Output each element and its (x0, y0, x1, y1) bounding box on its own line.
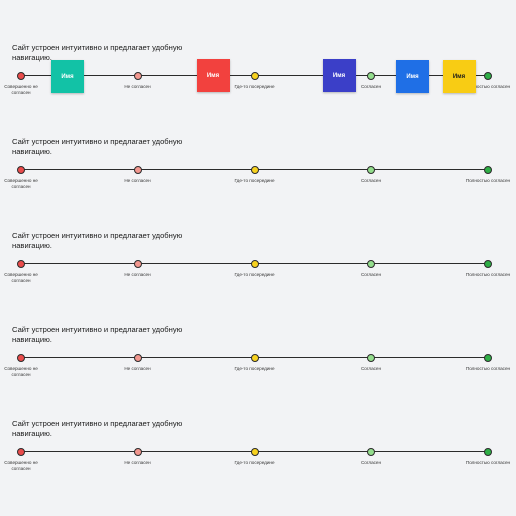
scale-point-4[interactable] (367, 71, 375, 80)
scale-point-label: Согласен (360, 178, 382, 183)
scale-point-label: Полностью согласен (465, 366, 511, 371)
scale-point-2[interactable] (133, 353, 142, 362)
scale-point-3[interactable] (250, 447, 259, 456)
scale-point-1[interactable] (17, 353, 25, 362)
scale-point-1[interactable] (17, 447, 25, 456)
scale-point-2[interactable] (133, 447, 142, 456)
scale-point-label: Где-то посередине (234, 460, 275, 465)
scale-point-label: Полностью согласен (465, 272, 511, 277)
scale-point-4[interactable] (367, 353, 375, 362)
scale-point-1[interactable] (17, 71, 25, 80)
scale-point-label: Полностью согласен (465, 178, 511, 183)
question-text: Сайт устроен интуитивно и предлагает удо… (12, 419, 183, 438)
scale-point-3[interactable] (250, 165, 259, 174)
likert-question-4: Сайт устроен интуитивно и предлагает удо… (0, 325, 516, 419)
scale-point-label: Совершенно не согласен (4, 272, 38, 283)
scale-point-3[interactable] (250, 71, 259, 80)
question-text: Сайт устроен интуитивно и предлагает удо… (12, 43, 183, 62)
scale-point-label: Совершенно не согласен (4, 460, 38, 471)
scale-point-label: Не согласен (124, 272, 151, 277)
scale-point-5[interactable] (484, 353, 492, 362)
scale-point-4[interactable] (367, 259, 375, 268)
sticky-note-name[interactable]: Имя (51, 60, 84, 93)
scale-point-label: Где-то посередине (234, 366, 275, 371)
scale-point-4[interactable] (367, 165, 375, 174)
scale-point-label: Не согласен (124, 178, 151, 183)
scale-point-5[interactable] (484, 259, 492, 268)
scale-point-2[interactable] (133, 165, 142, 174)
likert-question-2: Сайт устроен интуитивно и предлагает удо… (0, 137, 516, 231)
scale-point-label: Где-то посередине (234, 178, 275, 183)
sticky-note-name[interactable]: Имя (196, 59, 230, 92)
scale-point-label: Согласен (360, 272, 382, 277)
scale-point-3[interactable] (250, 353, 259, 362)
likert-question-5: Сайт устроен интуитивно и предлагает удо… (0, 419, 516, 513)
scale-point-label: Не согласен (124, 84, 151, 89)
scale-point-label: Совершенно не согласен (4, 84, 38, 95)
scale-point-3[interactable] (250, 259, 259, 268)
scale-point-label: Где-то посередине (234, 272, 275, 277)
question-text: Сайт устроен интуитивно и предлагает удо… (12, 231, 183, 250)
scale-point-label: Не согласен (124, 366, 151, 371)
scale-point-5[interactable] (484, 447, 492, 456)
likert-question-1: Сайт устроен интуитивно и предлагает удо… (0, 43, 516, 137)
scale-point-label: Где-то посередине (234, 84, 275, 89)
scale-point-label: Не согласен (124, 460, 151, 465)
scale-point-label: Совершенно не согласен (4, 178, 38, 189)
question-text: Сайт устроен интуитивно и предлагает удо… (12, 137, 183, 156)
scale-point-2[interactable] (133, 259, 142, 268)
sticky-note-name[interactable]: Имя (322, 59, 356, 92)
scale-point-1[interactable] (17, 165, 25, 174)
likert-question-3: Сайт устроен интуитивно и предлагает удо… (0, 231, 516, 325)
scale-point-4[interactable] (367, 447, 375, 456)
question-text: Сайт устроен интуитивно и предлагает удо… (12, 325, 183, 344)
scale-point-label: Согласен (360, 84, 382, 89)
scale-point-label: Согласен (360, 460, 382, 465)
scale-point-label: Согласен (360, 366, 382, 371)
scale-point-label: Полностью согласен (465, 84, 511, 89)
scale-point-2[interactable] (133, 71, 142, 80)
scale-point-5[interactable] (484, 165, 492, 174)
scale-point-1[interactable] (17, 259, 25, 268)
scale-point-label: Совершенно не согласен (4, 366, 38, 377)
sticky-note-name[interactable]: Имя (442, 60, 476, 93)
sticky-note-name[interactable]: Имя (396, 60, 429, 93)
scale-point-label: Полностью согласен (465, 460, 511, 465)
scale-point-5[interactable] (484, 71, 492, 80)
